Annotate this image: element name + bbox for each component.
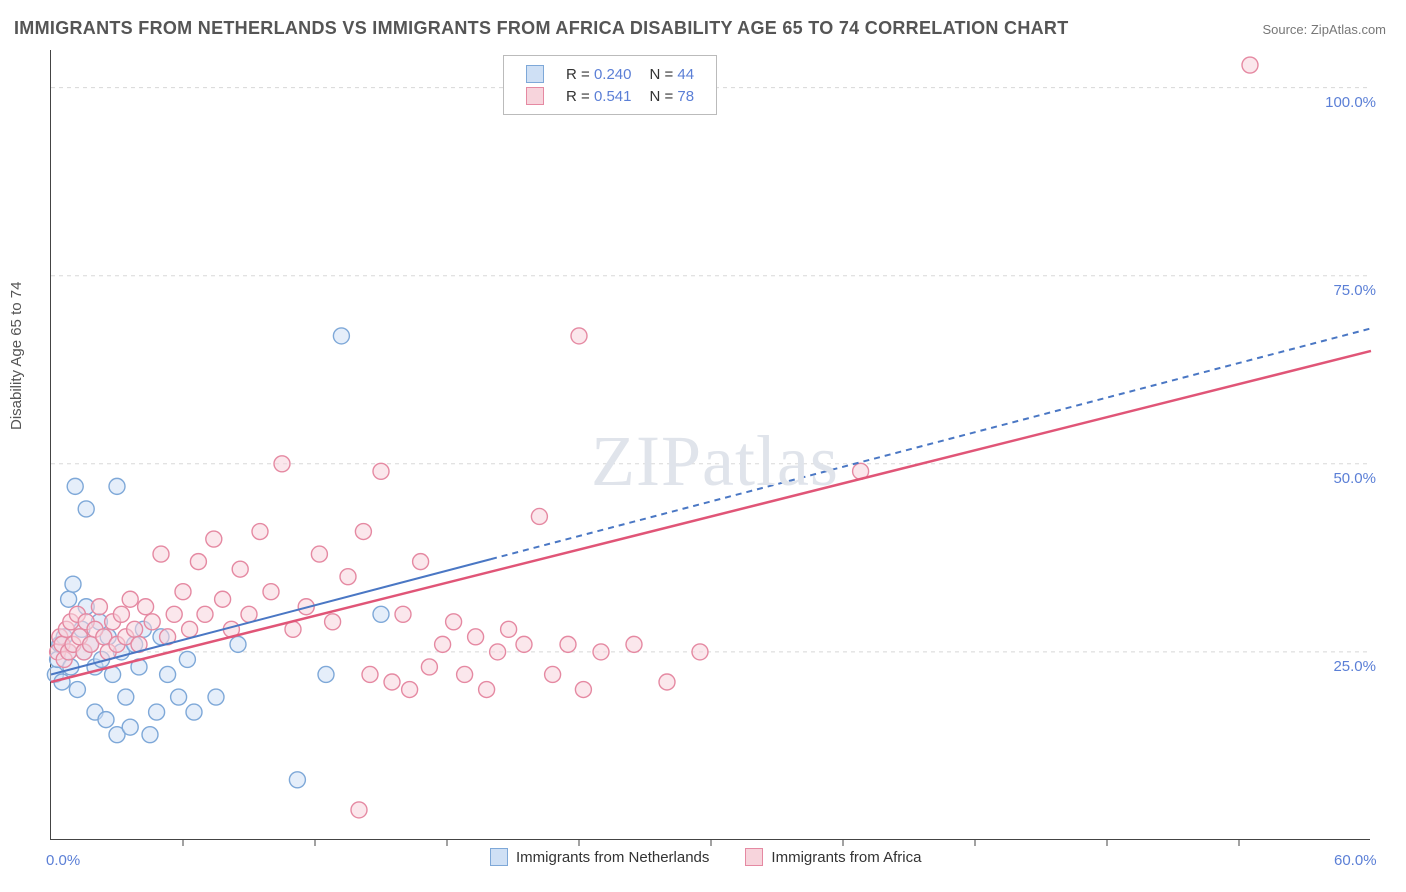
legend-label: Immigrants from Africa (771, 849, 921, 866)
y-axis-label: Disability Age 65 to 74 (8, 282, 25, 430)
plot-svg (51, 50, 1370, 839)
legend-swatch (526, 65, 544, 83)
legend-item: Immigrants from Africa (745, 848, 921, 866)
legend-swatch (490, 848, 508, 866)
legend-swatch (745, 848, 763, 866)
legend-swatch (526, 87, 544, 105)
r-label: R = (566, 88, 590, 105)
chart-title: IMMIGRANTS FROM NETHERLANDS VS IMMIGRANT… (14, 18, 1069, 39)
r-value: 0.541 (594, 88, 632, 105)
legend-label: Immigrants from Netherlands (516, 849, 709, 866)
x-axis-max-label: 60.0% (1334, 852, 1377, 869)
correlation-legend: R = 0.240 N = 44 R = 0.541 N = 78 (503, 55, 717, 115)
n-label: N = (649, 88, 673, 105)
r-label: R = (566, 66, 590, 83)
y-tick-label: 50.0% (1333, 470, 1376, 487)
n-value: 78 (677, 88, 694, 105)
y-tick-label: 75.0% (1333, 282, 1376, 299)
source-attribution: Source: ZipAtlas.com (1262, 22, 1386, 37)
r-value: 0.240 (594, 66, 632, 83)
n-value: 44 (677, 66, 694, 83)
y-tick-label: 100.0% (1325, 94, 1376, 111)
y-tick-label: 25.0% (1333, 658, 1376, 675)
n-label: N = (649, 66, 673, 83)
legend-item: Immigrants from Netherlands (490, 848, 709, 866)
correlation-chart: IMMIGRANTS FROM NETHERLANDS VS IMMIGRANT… (0, 0, 1406, 892)
x-axis-min-label: 0.0% (46, 852, 80, 869)
series-legend: Immigrants from Netherlands Immigrants fr… (490, 848, 921, 866)
plot-area: ZIPatlas R = 0.240N = 44R = 0.541N = 78 (50, 50, 1370, 840)
